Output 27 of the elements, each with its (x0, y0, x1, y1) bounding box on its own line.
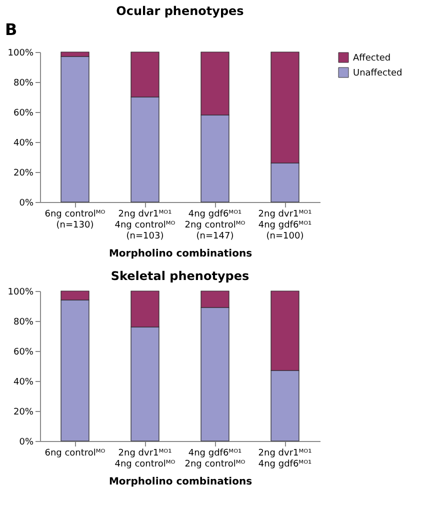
x-tick-label: 6ng controlᴹᴼ (44, 448, 106, 458)
y-tick-label: 80% (13, 78, 34, 88)
legend-label: Affected (353, 54, 391, 64)
y-tick-label: 0% (19, 438, 34, 448)
chart-title: Skeletal phenotypes (110, 269, 250, 283)
y-tick-label: 80% (13, 318, 34, 328)
x-tick-label: 2ng dvr1ᴹᴼ¹ 4ng gdf6ᴹᴼ¹ (n=100) (258, 210, 312, 242)
x-tick-label: 4ng gdf6ᴹᴼ¹ 2ng controlᴹᴼ (184, 448, 246, 470)
y-tick-label: 100% (8, 48, 34, 58)
y-tick-label: 60% (13, 108, 34, 118)
x-tick-label: 2ng dvr1ᴹᴼ¹ 4ng gdf6ᴹᴼ¹ (258, 448, 312, 470)
y-tick-label: 40% (13, 138, 34, 148)
chart-title: Ocular phenotypes (116, 4, 244, 18)
text: B (5, 20, 18, 39)
y-tick-label: 40% (13, 378, 34, 388)
x-tick-label: 4ng gdf6ᴹᴼ¹ 2ng controlᴹᴼ (n=147) (184, 210, 246, 242)
legend-label: Unaffected (353, 68, 402, 78)
x-axis-title: Morpholino combinations (108, 476, 252, 488)
y-tick-label: 60% (13, 348, 34, 358)
y-tick-label: 20% (13, 168, 34, 178)
x-tick-label: 6ng controlᴹᴼ (n=130) (44, 210, 106, 230)
y-tick-label: 0% (19, 198, 34, 208)
x-axis-title: Morpholino combinations (108, 248, 252, 260)
y-tick-label: 20% (13, 408, 34, 418)
x-tick-label: 2ng dvr1ᴹᴼ¹ 4ng controlᴹᴼ (114, 448, 176, 470)
y-tick-label: 100% (8, 288, 34, 298)
x-tick-label: 2ng dvr1ᴹᴼ¹ 4ng controlᴹᴼ (n=103) (114, 210, 176, 242)
